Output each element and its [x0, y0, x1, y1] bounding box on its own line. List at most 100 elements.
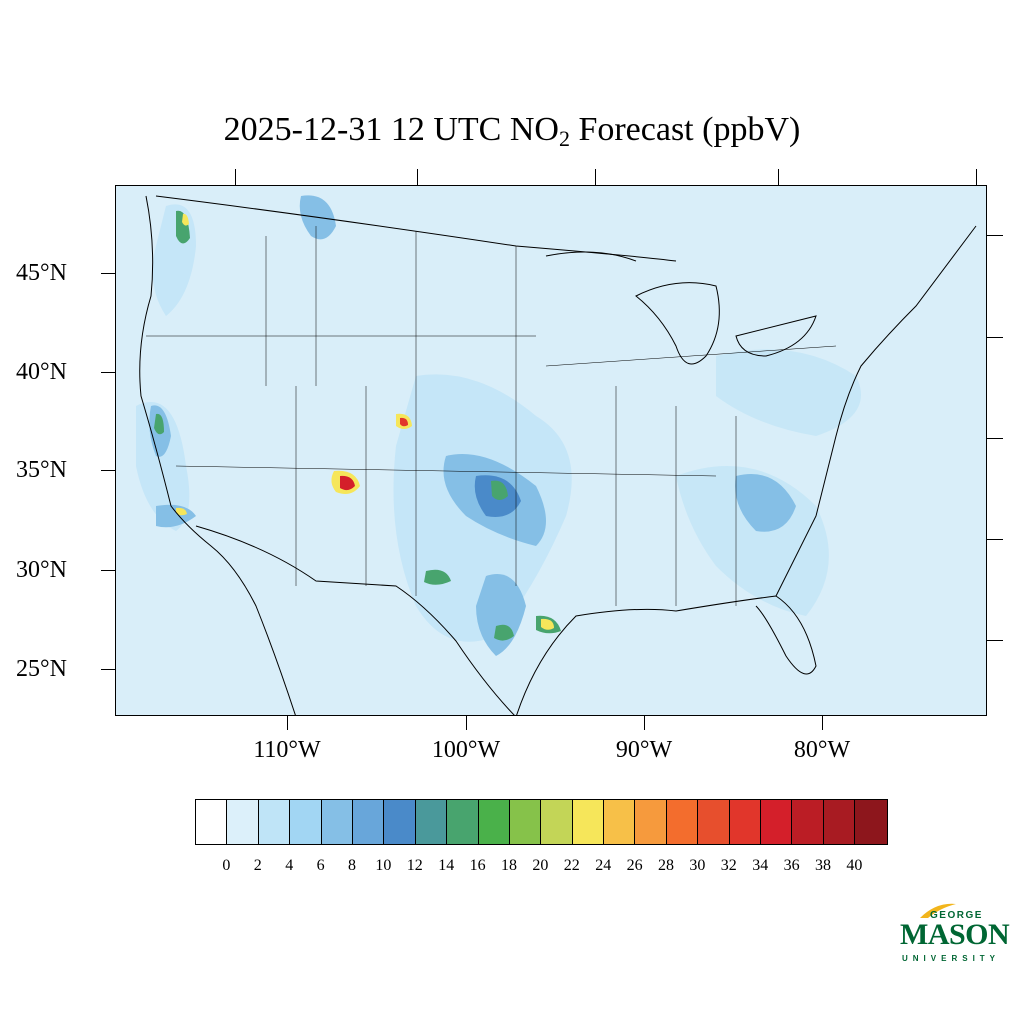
colorbar-tick-label: 12: [406, 857, 423, 874]
great-lakes: [545, 251, 637, 262]
colorbar-cell: [729, 800, 762, 844]
bottom-tick: [466, 716, 467, 730]
left-tick: [101, 570, 115, 571]
left-tick: [101, 669, 115, 670]
state-line: [175, 465, 717, 477]
colorbar-cell: [227, 800, 259, 844]
colorbar-cell: [290, 800, 322, 844]
colorbar-cell: [196, 800, 228, 844]
concentration-fields: [136, 195, 861, 656]
left-tick: [101, 470, 115, 471]
lon-label: 80°W: [793, 737, 851, 763]
colorbar-tick-label: 36: [783, 857, 800, 874]
colorbar-tick-label: 28: [658, 857, 674, 874]
colorbar-cell: [352, 800, 385, 844]
gulf-coast: [516, 595, 817, 715]
colorbar-cell: [823, 800, 856, 844]
field-green: [154, 413, 164, 435]
state-line: [545, 345, 837, 367]
colorbar-tick-label: 6: [316, 857, 325, 874]
forecast-map[interactable]: [115, 185, 987, 716]
colorbar-tick-label: 38: [815, 857, 831, 874]
field-light: [152, 204, 196, 316]
title-prefix: 2025-12-31 12 UTC NO: [223, 111, 559, 148]
colorbar-cell: [761, 800, 793, 844]
right-tick: [987, 235, 1003, 236]
colorbar-tick-label: 30: [689, 857, 706, 874]
colorbar-tick-label: 18: [501, 857, 517, 874]
hotspot-red: [400, 417, 408, 427]
colorbar-tick-label: 20: [532, 857, 549, 874]
logo-line-george: GEORGE: [930, 910, 983, 921]
swoosh-icon: [920, 903, 956, 918]
colorbar-cell: [478, 800, 510, 844]
bottom-tick: [287, 716, 288, 730]
colorbar-cell: [509, 800, 542, 844]
colorbar-tick-label: 10: [375, 857, 392, 874]
colorbar-tick-label: 34: [752, 857, 769, 874]
colorbar-tick-label: 24: [595, 857, 612, 874]
chart-title: 2025-12-31 12 UTC NO2 Forecast (ppbV): [0, 108, 1024, 161]
colorbar-cell: [698, 800, 730, 844]
right-tick: [987, 337, 1003, 338]
lat-label: 30°N: [16, 557, 67, 583]
colorbar-tick-label: 0: [222, 857, 231, 874]
colorbar-cell: [384, 800, 416, 844]
colorbar-cell: [604, 800, 636, 844]
us-border-north: [155, 195, 677, 262]
field-green: [494, 624, 514, 641]
top-tick: [417, 169, 418, 185]
top-tick: [778, 169, 779, 185]
hotspot-yellow: [176, 507, 187, 516]
hotspot-red: [340, 475, 355, 491]
boundaries: [139, 195, 977, 715]
lat-label: 25°N: [16, 656, 67, 682]
gmu-logo: GEORGE MASON UNIVERSITY: [896, 900, 1010, 970]
right-tick: [987, 640, 1003, 641]
colorbar-tick-label: 26: [626, 857, 643, 874]
lon-label: 110°W: [253, 737, 321, 763]
colorbar-tick-label: 40: [846, 857, 863, 874]
logo-line-mason: MASON: [900, 918, 1010, 951]
title-suffix: Forecast (ppbV): [569, 111, 801, 148]
lat-label: 45°N: [16, 260, 67, 286]
right-tick: [987, 539, 1003, 540]
great-lakes: [635, 282, 720, 365]
lat-label: 40°N: [16, 359, 67, 385]
colorbar-cell: [447, 800, 479, 844]
field-light: [716, 349, 861, 436]
hotspot-yellow: [541, 618, 554, 630]
colorbar-cell: [258, 800, 291, 844]
lon-label: 100°W: [431, 737, 501, 763]
field-green: [491, 480, 508, 500]
coastline-east: [775, 225, 977, 597]
field-green: [424, 569, 451, 585]
colorbar-cell: [321, 800, 353, 844]
coastline-west: [139, 195, 296, 715]
logo-line-university: UNIVERSITY: [902, 954, 1001, 963]
colorbar-tick-label: 4: [285, 857, 294, 874]
left-tick: [101, 372, 115, 373]
colorbar-tick-label: 16: [469, 857, 486, 874]
bottom-tick: [822, 716, 823, 730]
colorbar-cell: [572, 800, 605, 844]
right-tick: [987, 438, 1003, 439]
top-tick: [976, 169, 977, 185]
title-subscript: 2: [558, 126, 570, 151]
top-tick: [235, 169, 236, 185]
map-canvas: [136, 195, 977, 715]
field-medium: [156, 504, 196, 528]
colorbar-cell: [792, 800, 824, 844]
hotspot-yellow: [182, 213, 189, 226]
left-tick: [101, 273, 115, 274]
colorbar-tick-label: 8: [348, 857, 356, 874]
field-light: [136, 402, 190, 531]
lat-label: 35°N: [16, 457, 67, 483]
colorbar-tick-label: 2: [253, 857, 262, 874]
colorbar-cell: [415, 800, 448, 844]
colorbar-tick-label: 22: [563, 857, 580, 874]
top-tick: [595, 169, 596, 185]
colorbar-cell: [635, 800, 667, 844]
colorbar-cell: [855, 800, 887, 844]
colorbar: [195, 799, 888, 845]
